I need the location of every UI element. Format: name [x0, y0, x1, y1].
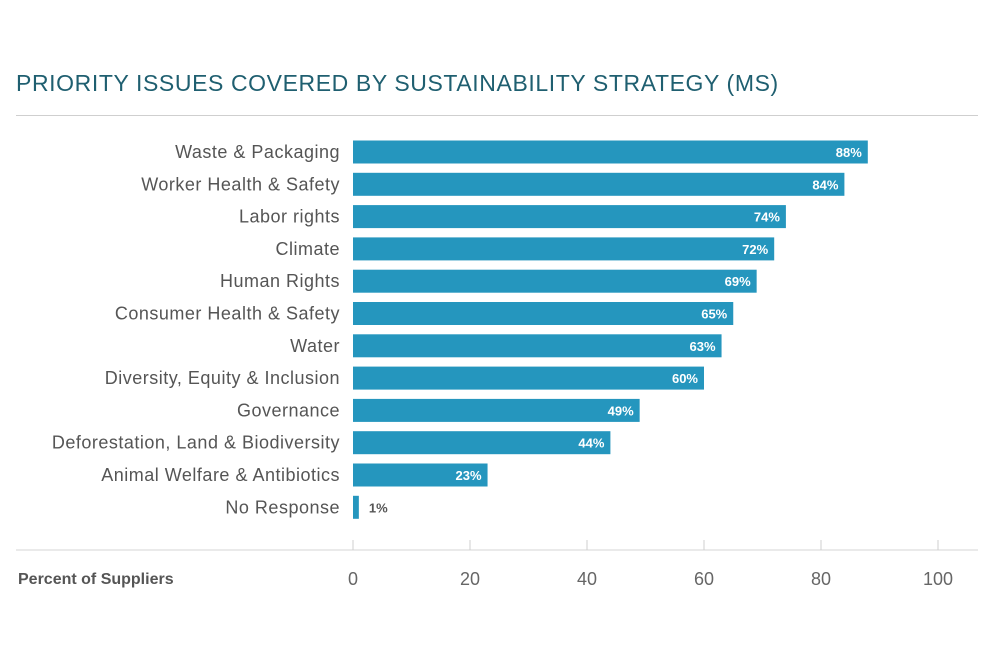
bar-value-label: 49% — [608, 403, 634, 418]
category-label: Consumer Health & Safety — [115, 304, 340, 324]
bar-value-label: 74% — [754, 210, 780, 225]
x-tick-label: 40 — [577, 569, 597, 589]
bar — [353, 334, 722, 358]
bar — [353, 269, 757, 293]
bar-value-label: 88% — [836, 145, 862, 160]
bar — [353, 431, 611, 455]
category-label: Water — [290, 336, 340, 356]
category-label: Human Rights — [220, 271, 340, 291]
category-label: Animal Welfare & Antibiotics — [101, 465, 340, 485]
bar-value-label: 69% — [725, 274, 751, 289]
category-label: Governance — [237, 400, 340, 420]
category-label: Worker Health & Safety — [141, 174, 340, 194]
bar-value-label: 1% — [369, 500, 388, 515]
bar — [353, 463, 488, 487]
category-label: Deforestation, Land & Biodiversity — [52, 433, 340, 453]
bar — [353, 237, 775, 261]
category-label: Waste & Packaging — [175, 142, 340, 162]
x-tick-label: 60 — [694, 569, 714, 589]
bar — [353, 302, 734, 325]
x-tick-label: 80 — [811, 569, 831, 589]
bar-value-label: 60% — [672, 371, 698, 386]
bar-value-label: 23% — [456, 468, 482, 483]
bar — [353, 205, 786, 229]
bar — [353, 398, 640, 422]
x-tick-label: 0 — [348, 569, 358, 589]
category-label: Labor rights — [239, 207, 340, 227]
bar-value-label: 44% — [578, 436, 604, 451]
category-label: No Response — [225, 497, 340, 517]
x-axis-title: Percent of Suppliers — [18, 571, 174, 588]
bar — [353, 172, 845, 196]
category-label: Climate — [275, 239, 340, 259]
chart-title: PRIORITY ISSUES COVERED BY SUSTAINABILIT… — [16, 70, 779, 96]
category-label: Diversity, Equity & Inclusion — [105, 368, 340, 388]
x-tick-label: 20 — [460, 569, 480, 589]
bar-value-label: 65% — [701, 307, 727, 322]
bar-value-label: 84% — [812, 177, 838, 192]
bar-value-label: 63% — [690, 339, 716, 354]
x-tick-label: 100 — [923, 569, 953, 589]
bar — [353, 366, 704, 390]
bar-value-label: 72% — [742, 242, 768, 257]
bar — [353, 140, 868, 164]
bar — [353, 495, 359, 519]
title-divider — [16, 115, 978, 116]
